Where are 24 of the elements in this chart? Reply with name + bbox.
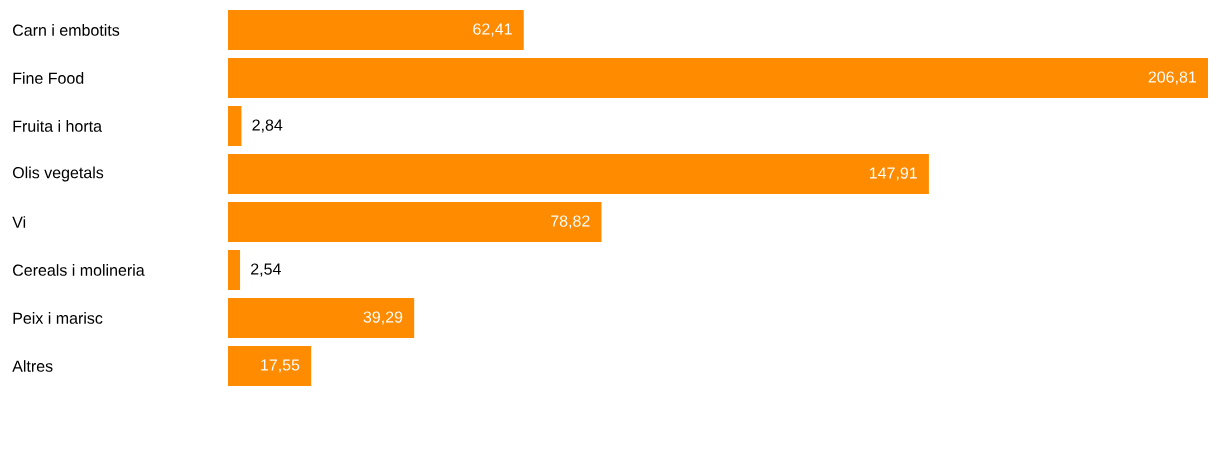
bar: [228, 297, 415, 338]
data-label: 62,41: [473, 23, 512, 37]
bar: [228, 153, 929, 194]
data-label: 78,82: [551, 215, 590, 229]
y-tick-label: Fruita i horta: [13, 120, 102, 132]
y-tick-label: Carn i embotits: [13, 24, 120, 36]
data-label: 17,55: [261, 359, 300, 373]
bar: [228, 201, 602, 242]
bar: [228, 345, 312, 386]
y-tick-label: Vi: [12, 216, 26, 228]
data-label: 147,91: [869, 167, 917, 181]
y-tick-label: Cereals i molineria: [13, 264, 145, 276]
bar: [228, 105, 242, 146]
data-label: 39,29: [363, 311, 403, 325]
bar: [228, 57, 1208, 98]
data-label: 206,81: [1148, 71, 1196, 85]
y-tick-label: Peix i marisc: [13, 312, 103, 324]
y-tick-label: Fine Food: [13, 72, 84, 84]
data-label: 2,54: [251, 263, 281, 277]
data-label: 2,84: [252, 119, 283, 133]
y-tick-label: Altres: [12, 360, 53, 372]
bar: [228, 249, 241, 290]
y-tick-label: Olis vegetals: [12, 166, 104, 182]
bar: [228, 9, 524, 50]
